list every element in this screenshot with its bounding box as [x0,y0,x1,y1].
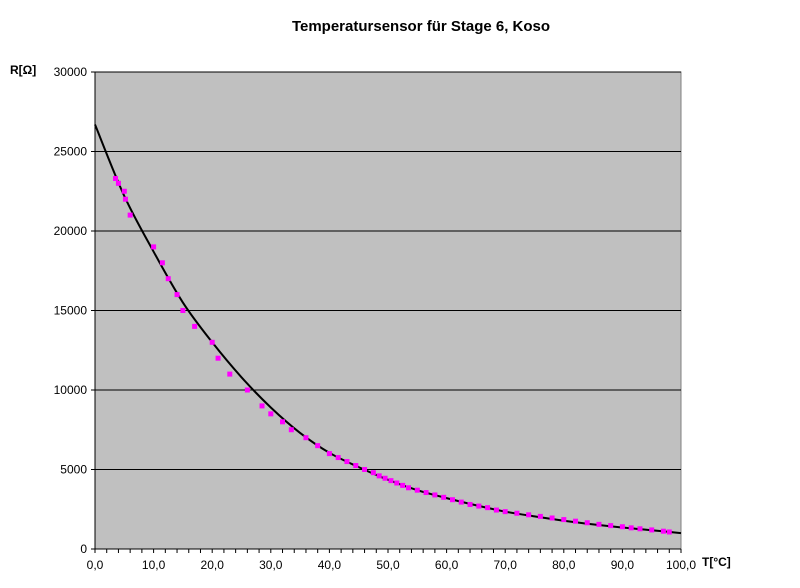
data-point [584,520,590,526]
x-tick-label: 20,0 [201,558,225,572]
data-point [382,475,388,481]
data-point [394,480,400,486]
data-point [122,196,128,202]
x-axis: 0,0 10,0 20,0 30,0 40,0 50,0 60,0 70,0 80,0 90,0 1… [87,548,696,572]
x-tick-label: 50,0 [376,558,400,572]
data-point [121,188,127,194]
data-point [244,387,250,393]
data-point [288,427,294,433]
data-point [502,509,508,515]
data-point [458,499,464,505]
x-tick-label: 100,0 [666,558,696,572]
data-point [335,455,341,461]
data-point [526,512,532,518]
y-tick-label: 30000 [54,65,88,79]
chart-title: Temperatursensor für Stage 6, Koso [292,18,550,35]
data-point [376,473,382,479]
data-point [493,507,499,513]
x-tick-label: 30,0 [259,558,283,572]
data-point [151,244,157,250]
data-point [227,371,233,377]
data-point [259,403,265,409]
data-point [192,323,198,329]
data-point [326,451,332,457]
data-point [127,212,133,218]
data-point [209,339,215,345]
data-point [423,490,429,496]
data-point [268,411,274,417]
data-point [353,463,359,469]
data-point [432,492,438,498]
y-tick-label: 20000 [54,224,88,238]
y-tick-label: 25000 [54,145,88,159]
data-point [608,523,614,529]
data-point [115,180,121,186]
data-point [406,485,412,491]
trend-line [94,124,682,535]
data-point [561,517,567,523]
data-point [485,505,491,511]
data-point [660,528,666,534]
data-point [476,503,482,509]
data-point [180,308,186,313]
data-point [537,513,543,519]
x-tick-label: 80,0 [552,558,576,572]
data-point [303,435,309,441]
data-point [344,459,350,465]
x-tick-label: 40,0 [318,558,342,572]
gridlines [95,71,681,470]
y-axis: 0 5000 10000 15000 20000 25000 30000 [54,65,96,556]
data-point [315,443,321,449]
data-point [573,518,579,524]
data-point [174,292,180,298]
data-point [449,497,455,503]
data-point [165,276,171,282]
y-tick-label: 5000 [60,463,87,477]
data-point [596,521,602,527]
data-point [159,260,165,266]
data-point [666,529,672,535]
data-point [113,176,119,182]
y-tick-label: 15000 [54,304,88,318]
y-axis-title: R[Ω] [10,63,36,77]
data-point [215,355,221,361]
data-point [514,510,520,516]
data-point [400,482,406,488]
data-markers [113,176,672,535]
data-point [414,487,420,493]
y-tick-label: 10000 [54,383,88,397]
y-tick-label: 0 [80,542,87,556]
data-point [619,524,625,530]
x-tick-label: 90,0 [611,558,635,572]
x-tick-label: 60,0 [435,558,459,572]
data-point [441,494,447,500]
data-point [649,527,655,533]
data-point [370,470,376,476]
x-axis-title: T[°C] [702,555,731,569]
x-tick-label: 10,0 [142,558,166,572]
data-point [637,526,643,532]
data-point [362,467,368,472]
data-point [280,419,286,425]
data-point [467,501,473,507]
data-point [549,515,555,521]
data-point [628,525,634,531]
data-point [388,478,394,484]
x-tick-label: 0,0 [87,558,104,572]
x-tick-label: 70,0 [494,558,518,572]
